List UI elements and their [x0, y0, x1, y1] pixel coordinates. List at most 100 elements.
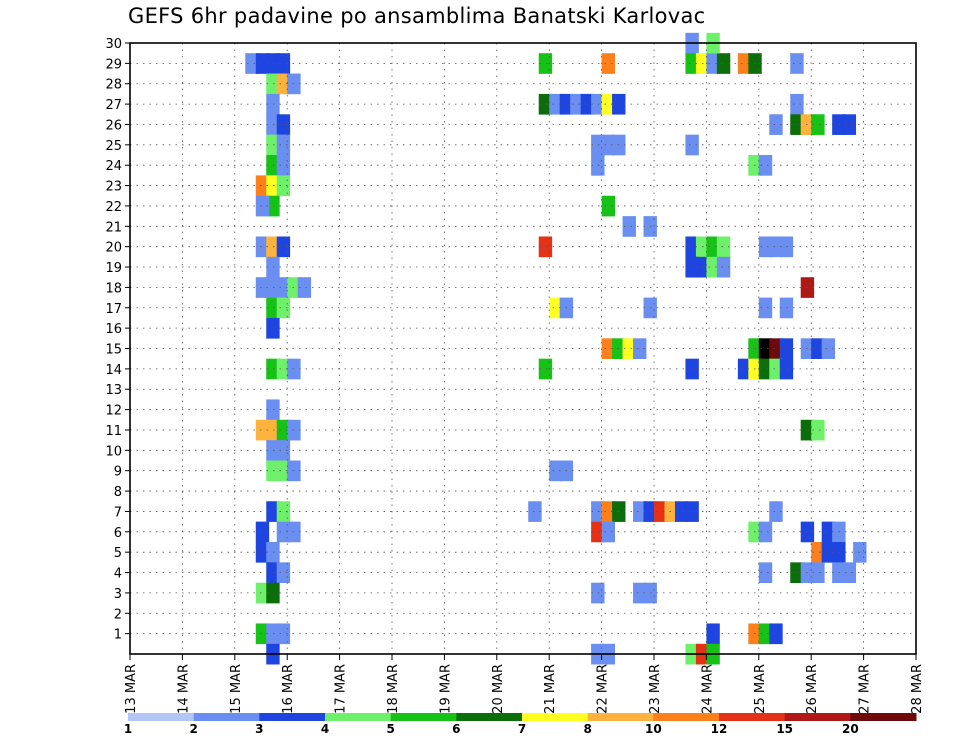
heat-cell — [591, 134, 605, 156]
heat-cell — [266, 256, 280, 278]
heat-cell — [716, 53, 731, 74]
heat-cell — [266, 623, 280, 645]
y-tick-label: 9 — [114, 465, 122, 480]
heat-cell — [549, 297, 563, 319]
heat-cell — [255, 236, 270, 258]
x-tick-label: 25 MAR — [753, 664, 768, 714]
heat-cell — [821, 338, 836, 359]
colorbar-label: 10 — [645, 722, 662, 736]
heat-cell — [842, 114, 857, 135]
heat-cell — [737, 53, 752, 74]
heat-cell — [758, 338, 773, 359]
x-tick-label: 22 MAR — [596, 664, 611, 714]
heat-cell — [276, 277, 291, 298]
heat-cell — [769, 623, 783, 645]
colorbar-swatch — [719, 713, 786, 721]
heat-cell — [266, 501, 280, 522]
x-tick-label: 24 MAR — [700, 664, 715, 714]
heat-cell — [758, 562, 773, 584]
heat-cell — [685, 501, 699, 522]
y-tick-label: 6 — [114, 526, 122, 541]
heat-cell — [758, 358, 773, 380]
x-tick-label: 14 MAR — [176, 664, 191, 714]
heat-cell — [255, 582, 270, 604]
colorbar-swatch — [456, 713, 523, 721]
heat-cell — [255, 541, 270, 563]
heat-cell — [266, 297, 280, 319]
heat-cell — [716, 256, 731, 278]
y-tick-label: 13 — [105, 383, 122, 398]
heat-cell — [811, 338, 825, 359]
heat-cell — [779, 338, 794, 359]
y-tick-label: 23 — [105, 180, 122, 195]
heat-cell — [297, 277, 312, 298]
colorbar-label: 12 — [711, 722, 728, 736]
heat-cell — [276, 134, 291, 156]
y-tick-label: 2 — [114, 607, 122, 622]
heat-cell — [758, 236, 773, 258]
heat-cell — [769, 358, 783, 380]
colorbar-label: 5 — [386, 722, 394, 736]
y-tick-label: 18 — [105, 281, 122, 296]
heat-cell — [779, 236, 794, 258]
colorbar-swatch — [390, 713, 457, 721]
heat-cell — [266, 236, 280, 258]
y-tick-label: 25 — [105, 139, 122, 154]
heat-cell — [266, 277, 280, 298]
heat-cell — [591, 93, 605, 115]
x-tick-label: 28 MAR — [910, 664, 925, 714]
heat-cell — [790, 562, 804, 584]
heat-cell — [255, 623, 270, 645]
heat-cell — [685, 256, 699, 278]
x-tick-label: 26 MAR — [805, 664, 820, 714]
heat-cell — [811, 114, 825, 135]
y-tick-label: 26 — [105, 118, 122, 133]
y-tick-label: 1 — [114, 628, 122, 643]
y-tick-label: 11 — [105, 424, 122, 439]
colorbar-label: 1 — [124, 722, 132, 736]
heat-cell — [549, 93, 563, 115]
heat-cell — [276, 73, 291, 95]
heat-cell — [276, 53, 291, 74]
heat-cell — [591, 582, 605, 604]
heat-cell — [266, 399, 280, 421]
heat-cell — [664, 501, 678, 522]
x-tick-label: 16 MAR — [281, 664, 296, 714]
heat-cell — [591, 501, 605, 522]
heat-cell — [276, 155, 291, 176]
heat-cell — [276, 501, 291, 522]
heat-cell — [591, 521, 605, 543]
x-tick-label: 27 MAR — [858, 664, 873, 714]
y-tick-label: 19 — [105, 261, 122, 276]
colorbar-label: 7 — [518, 722, 526, 736]
heat-cell — [737, 358, 752, 380]
heat-cell — [255, 277, 270, 298]
y-tick-label: 16 — [105, 322, 122, 337]
heat-cell — [685, 358, 699, 380]
heat-cell — [811, 419, 825, 441]
heat-cell — [706, 53, 720, 74]
colorbar-swatch — [850, 713, 917, 721]
x-tick-label: 18 MAR — [386, 664, 401, 714]
heat-cell — [266, 73, 280, 95]
heat-cell — [266, 358, 280, 380]
heat-cell — [570, 93, 584, 115]
heat-cell — [821, 541, 836, 563]
y-tick-label: 17 — [105, 302, 122, 317]
heat-cell — [276, 175, 291, 197]
y-tick-label: 21 — [105, 220, 122, 235]
heat-cell — [538, 53, 553, 74]
heat-cell — [601, 93, 615, 115]
colorbar-swatch — [325, 713, 392, 721]
heat-cell — [601, 338, 615, 359]
heat-cell — [811, 541, 825, 563]
heat-cell — [769, 501, 783, 522]
heat-cell — [266, 53, 280, 74]
heat-cell — [266, 460, 280, 482]
y-tick-label: 7 — [114, 505, 122, 520]
colorbar-swatch — [259, 713, 326, 721]
heat-cell — [528, 501, 542, 522]
heat-cell — [266, 419, 280, 441]
